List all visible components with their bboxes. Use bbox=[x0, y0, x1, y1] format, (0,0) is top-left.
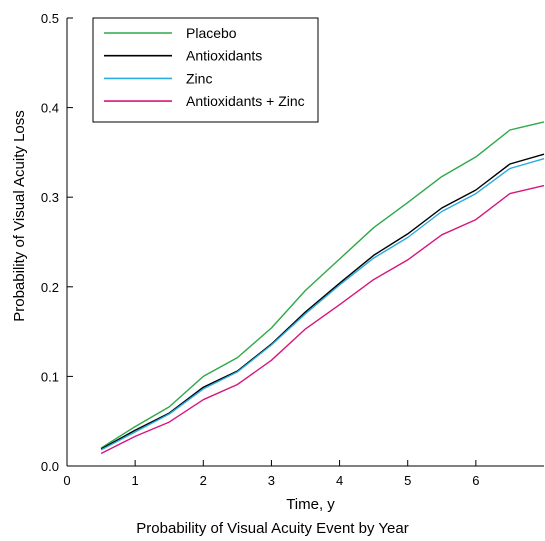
x-tick-label: 3 bbox=[268, 473, 275, 488]
y-axis-title: Probability of Visual Acuity Loss bbox=[11, 110, 28, 322]
y-tick-label: 0.3 bbox=[41, 190, 59, 205]
y-tick-label: 0.4 bbox=[41, 101, 59, 116]
chart-caption: Probability of Visual Acuity Event by Ye… bbox=[136, 520, 409, 537]
axes: 0 1 2 3 4 5 6 0.0 0.1 0.2 0.3 0.4 0.5 Time, y Probabil… bbox=[11, 11, 544, 513]
series-line-1 bbox=[100, 153, 545, 450]
x-tick-label: 2 bbox=[200, 473, 207, 488]
legend-label: Antioxidants + Zinc bbox=[186, 93, 305, 109]
y-tick-label: 0.1 bbox=[41, 369, 59, 384]
y-tick-label: 0.2 bbox=[41, 280, 59, 295]
x-tick-label: 0 bbox=[63, 473, 70, 488]
y-tick-label: 0.5 bbox=[41, 11, 59, 26]
x-tick-label: 4 bbox=[336, 473, 343, 488]
series-line-2 bbox=[100, 158, 545, 451]
legend-label: Antioxidants bbox=[186, 48, 262, 64]
x-axis-title: Time, y bbox=[286, 496, 335, 513]
legend-label: Placebo bbox=[186, 25, 237, 41]
series-lines bbox=[100, 121, 545, 455]
legend-box bbox=[92, 17, 319, 123]
x-tick-label: 6 bbox=[472, 473, 479, 488]
y-tick-label: 0.0 bbox=[41, 459, 59, 474]
series-line-3 bbox=[100, 184, 545, 455]
series-line-0 bbox=[100, 121, 545, 449]
legend: Placebo Antioxidants Zinc Antioxidants + Zi… bbox=[92, 17, 319, 123]
legend-label: Zinc bbox=[186, 70, 212, 86]
x-tick-label: 5 bbox=[404, 473, 411, 488]
x-tick-label: 1 bbox=[132, 473, 139, 488]
